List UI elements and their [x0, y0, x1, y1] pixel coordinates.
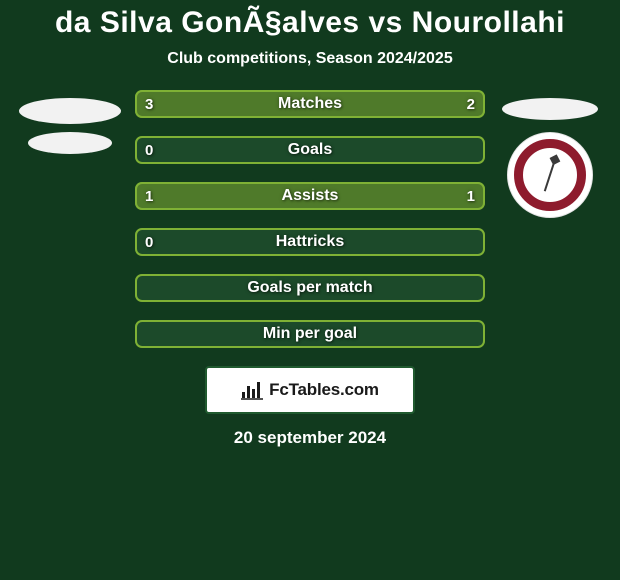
brand-text: FcTables.com	[269, 380, 379, 400]
stats-bars: 32Matches0Goals11Assists0HattricksGoals …	[135, 90, 485, 348]
stat-row: Goals per match	[135, 274, 485, 302]
bar-border	[135, 228, 485, 256]
stat-left-value: 3	[145, 90, 153, 118]
right-club-logo	[507, 132, 593, 218]
stat-right-value: 2	[467, 90, 475, 118]
stat-label: Goals per match	[135, 274, 485, 302]
bar-chart-icon	[241, 380, 263, 400]
page-subtitle: Club competitions, Season 2024/2025	[0, 50, 620, 68]
stat-row: Min per goal	[135, 320, 485, 348]
right-avatar-ellipse-1	[502, 98, 598, 120]
stat-right-value: 1	[467, 182, 475, 210]
right-player-badges	[490, 90, 610, 218]
left-avatar-ellipse-2	[28, 132, 112, 154]
stat-label: Goals	[135, 136, 485, 164]
bar-fill-left	[135, 182, 310, 210]
stat-left-value: 1	[145, 182, 153, 210]
stat-row: 0Goals	[135, 136, 485, 164]
date-line: 20 september 2024	[0, 428, 620, 448]
left-player-badges	[10, 90, 130, 162]
stat-label: Hattricks	[135, 228, 485, 256]
stat-row: 0Hattricks	[135, 228, 485, 256]
stat-row: 32Matches	[135, 90, 485, 118]
bar-border	[135, 136, 485, 164]
bar-border	[135, 274, 485, 302]
stat-label: Min per goal	[135, 320, 485, 348]
page-title: da Silva GonÃ§alves vs Nourollahi	[0, 0, 620, 40]
left-avatar-ellipse-1	[19, 98, 121, 124]
bar-fill-right	[310, 182, 485, 210]
content-area: 32Matches0Goals11Assists0HattricksGoals …	[0, 90, 620, 448]
bar-fill-left	[135, 90, 345, 118]
brand-box: FcTables.com	[205, 366, 415, 414]
bar-border	[135, 320, 485, 348]
stat-left-value: 0	[145, 228, 153, 256]
club-inner	[524, 149, 576, 201]
bar-fill-right	[345, 90, 485, 118]
stat-row: 11Assists	[135, 182, 485, 210]
stat-left-value: 0	[145, 136, 153, 164]
sword-icon	[544, 159, 556, 192]
comparison-infographic: da Silva GonÃ§alves vs Nourollahi Club c…	[0, 0, 620, 580]
